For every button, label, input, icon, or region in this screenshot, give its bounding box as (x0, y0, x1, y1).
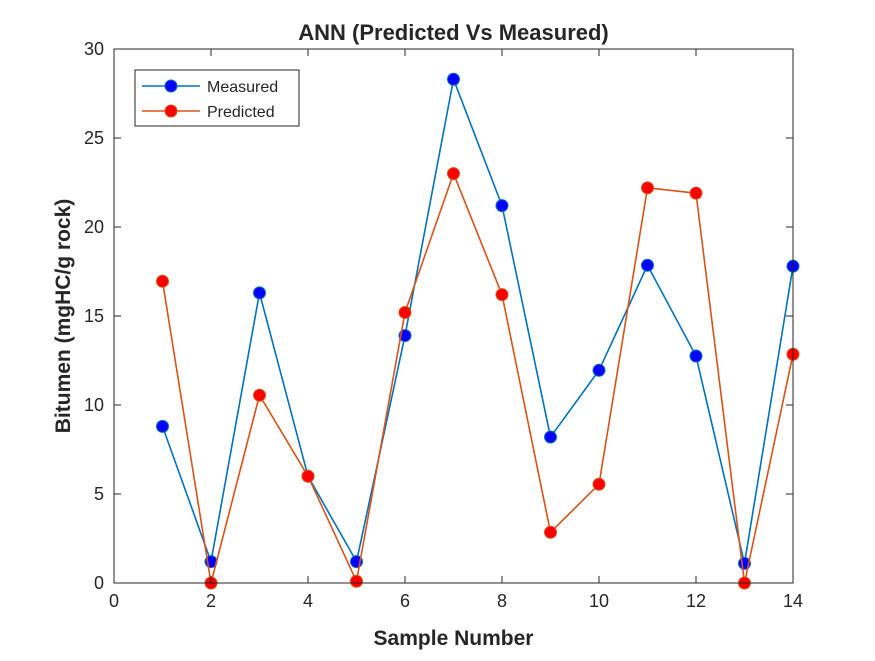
data-point-measured (447, 72, 460, 86)
data-point-predicted (689, 186, 703, 200)
data-point-measured (544, 430, 557, 444)
x-tick-label: 10 (589, 591, 609, 611)
x-tick-label: 0 (109, 591, 119, 611)
series-layer (156, 72, 800, 590)
series-predicted (156, 167, 800, 590)
data-point-predicted (156, 274, 169, 288)
x-tick-label: 6 (400, 591, 410, 611)
data-point-predicted (398, 305, 412, 319)
y-tick-label: 10 (84, 395, 104, 415)
data-point-measured (156, 419, 169, 433)
y-tick-label: 25 (84, 128, 104, 148)
x-tick-label: 8 (497, 591, 507, 611)
data-point-measured (253, 286, 266, 300)
x-tick-label: 4 (303, 591, 313, 611)
x-tick-label: 2 (206, 591, 216, 611)
y-axis-label: Bitumen (mgHC/g rock) (52, 199, 75, 434)
data-point-predicted (592, 477, 606, 491)
legend-label-measured: Measured (207, 79, 278, 96)
x-axis-ticks: 0 2 4 6 8 10 12 14 (109, 49, 803, 611)
data-point-measured (689, 349, 703, 363)
data-point-measured (641, 258, 654, 272)
data-point-predicted (301, 469, 315, 483)
chart-title: ANN (Predicted Vs Measured) (298, 20, 609, 45)
data-point-predicted (495, 288, 509, 302)
legend-label-predicted: Predicted (207, 104, 275, 121)
y-axis-ticks: 0 5 10 15 20 25 30 (84, 39, 793, 593)
legend-swatch-predicted-marker (164, 104, 178, 118)
series-line-predicted (161, 172, 794, 584)
legend-box (134, 69, 300, 127)
y-tick-label: 20 (84, 217, 104, 237)
series-line-measured (161, 78, 794, 565)
x-tick-label: 12 (686, 591, 706, 611)
legend: Measured Predicted (134, 69, 300, 127)
y-tick-label: 5 (94, 484, 104, 504)
data-point-predicted (544, 525, 557, 539)
x-axis-label: Sample Number (374, 627, 534, 650)
data-point-predicted (350, 574, 363, 588)
plot-area (114, 49, 793, 583)
data-point-predicted (641, 181, 654, 195)
y-tick-label: 30 (84, 39, 104, 59)
y-tick-label: 0 (94, 573, 104, 593)
data-point-predicted (253, 388, 266, 402)
data-point-predicted (447, 167, 460, 181)
data-point-measured (592, 363, 606, 377)
x-tick-label: 14 (783, 591, 803, 611)
axes-layer: 0 2 4 6 8 10 12 14 0 5 10 15 20 25 30 (84, 39, 803, 611)
data-point-measured (495, 199, 509, 213)
y-tick-label: 15 (84, 306, 104, 326)
legend-swatch-measured-marker (164, 79, 178, 93)
